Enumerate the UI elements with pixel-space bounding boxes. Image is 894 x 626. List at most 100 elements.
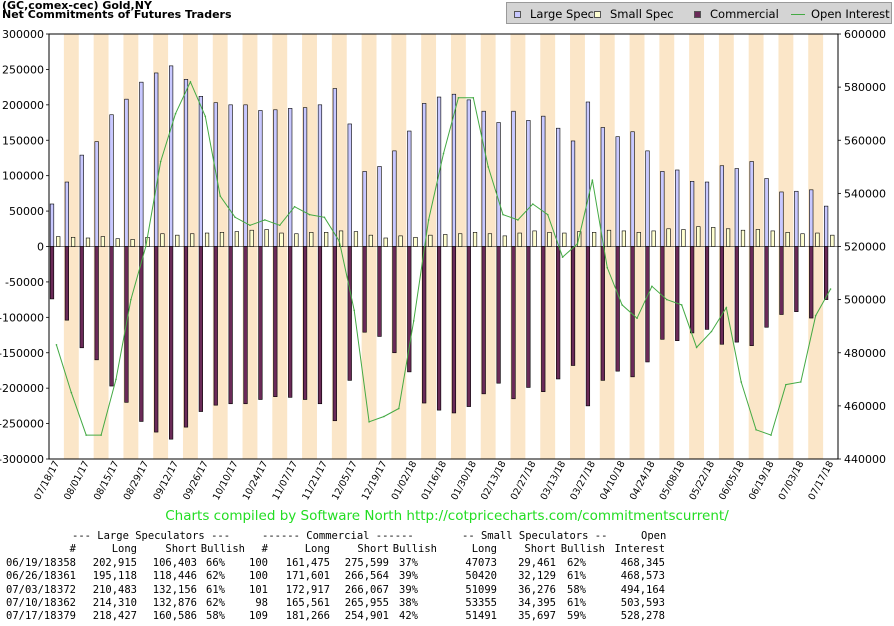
y-tick-label-right: 480000 (844, 347, 886, 360)
bar-small-spec (651, 230, 656, 247)
table-column-header: # (69, 543, 76, 556)
open-interest-point (666, 298, 668, 301)
table-cell: 528,278 (620, 610, 666, 623)
bar-small-spec (56, 236, 61, 247)
open-interest-point (636, 317, 638, 320)
open-interest-point (427, 219, 430, 221)
legend-label: Small Spec (610, 7, 674, 21)
open-interest-point (368, 421, 370, 423)
table-cell: 51491 (465, 610, 497, 623)
bar-commercial (526, 246, 531, 388)
bar-commercial (273, 246, 278, 397)
open-interest-point (621, 304, 623, 306)
table-cell: 42% (399, 610, 418, 623)
open-interest-point (785, 383, 787, 386)
bar-commercial (183, 246, 189, 428)
x-tick-label: 03/13/18 (539, 459, 569, 502)
bar-large-spec (824, 205, 829, 247)
table-cell: 358 (57, 556, 76, 569)
bar-large-spec (347, 123, 352, 247)
bar-small-spec (324, 232, 329, 247)
table-column-header: Long (304, 543, 331, 556)
bar-large-spec (600, 127, 605, 247)
bar-large-spec (481, 110, 486, 247)
bar-commercial (749, 246, 754, 346)
legend-label: Large Spec (530, 7, 595, 21)
bar-small-spec (740, 229, 746, 247)
bar-large-spec (585, 101, 591, 247)
table-cell: 171,601 (285, 570, 331, 583)
y-tick-label-right: 460000 (844, 400, 886, 413)
bar-large-spec (422, 103, 427, 247)
bar-commercial (213, 246, 218, 406)
bar-small-spec (70, 236, 76, 247)
open-interest-point (293, 205, 296, 208)
bar-large-spec (317, 104, 323, 247)
table-column-header: Bullish (560, 543, 606, 556)
open-interest-point (144, 245, 147, 248)
legend-item-open-interest: Open Interest (791, 7, 890, 21)
open-interest-point (740, 381, 743, 383)
table-cell: 195,118 (92, 570, 138, 583)
bar-commercial (332, 246, 337, 422)
table-cell: 172,917 (285, 583, 331, 596)
bar-large-spec (779, 191, 784, 247)
table-cell: 181,266 (285, 610, 331, 623)
x-tick-label: 03/27/18 (568, 459, 598, 502)
bar-small-spec (204, 232, 210, 247)
bar-commercial (288, 246, 293, 398)
table-column-header: Interest (614, 543, 666, 556)
x-tick-label: 07/03/18 (777, 459, 807, 502)
table-cell: 468,573 (620, 570, 666, 583)
bar-large-spec (690, 181, 695, 247)
bar-small-spec (517, 232, 522, 247)
bar-commercial (675, 246, 680, 342)
bar-small-spec (398, 235, 403, 247)
table-cell: 202,915 (92, 556, 138, 569)
bar-commercial (258, 246, 263, 400)
table-cell: 132,876 (152, 596, 198, 609)
table-cell: 214,310 (92, 596, 138, 609)
credit-line: Charts compiled by Software North http:/… (165, 508, 729, 524)
table-cell: 32,129 (518, 570, 557, 583)
table-cell: 161,475 (285, 556, 331, 569)
legend-swatch (514, 10, 521, 18)
table-date: 07/17/18 (6, 610, 57, 623)
chart-title: (GC,comex-cec) Gold,NY (2, 0, 152, 12)
bar-large-spec (228, 104, 233, 247)
table-column-header: Long (471, 543, 498, 556)
bar-small-spec (770, 230, 775, 247)
bar-large-spec (541, 115, 546, 247)
bar-large-spec (675, 169, 680, 247)
bar-small-spec (249, 229, 254, 247)
bar-small-spec (190, 233, 195, 247)
table-cell: 61% (567, 596, 586, 609)
open-interest-point (546, 213, 549, 216)
bar-commercial (317, 246, 323, 405)
bar-small-spec (443, 234, 448, 247)
bar-commercial (243, 246, 248, 405)
bar-commercial (764, 246, 769, 328)
bar-large-spec (64, 181, 69, 247)
bar-small-spec (279, 232, 284, 247)
table-cell: 503,593 (620, 596, 666, 609)
table-date: 06/19/18 (6, 556, 57, 569)
table-cell: 468,345 (620, 556, 666, 569)
table-group-header: ------ Commercial ------ (262, 530, 414, 542)
x-tick-label: 01/30/18 (449, 459, 479, 502)
x-tick-label: 08/15/17 (92, 459, 122, 502)
x-tick-label: 04/24/18 (628, 459, 658, 502)
bar-small-spec (726, 228, 731, 247)
bar-large-spec (124, 98, 129, 247)
bar-commercial (466, 246, 471, 407)
x-tick-label: 02/27/18 (509, 459, 539, 502)
open-interest-point (442, 152, 445, 155)
x-tick-label: 01/02/18 (390, 459, 420, 502)
bar-commercial (824, 246, 829, 300)
bar-large-spec (183, 79, 189, 247)
table-cell: 109 (249, 610, 268, 623)
bar-large-spec (556, 127, 561, 247)
open-interest-point (308, 213, 311, 216)
bar-commercial (585, 246, 591, 407)
bar-small-spec (800, 233, 805, 247)
